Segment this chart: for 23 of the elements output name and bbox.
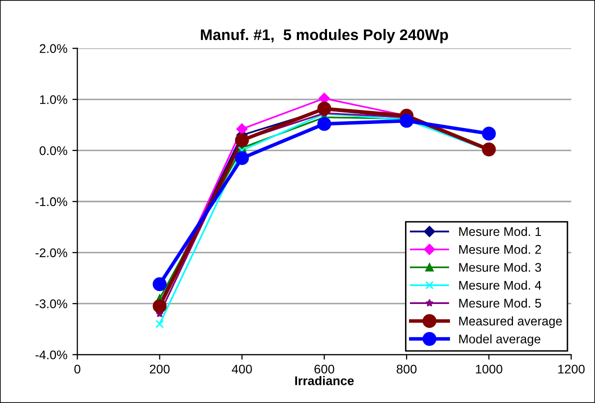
y-tick-label: 0.0% (40, 146, 68, 156)
legend-label: Model average (459, 334, 540, 346)
x-tick-label: 600 (314, 364, 334, 374)
y-tick-label: -3.0% (36, 299, 68, 308)
y-tick-label: -2.0% (36, 248, 68, 258)
x-tick-label: 1200 (558, 364, 585, 374)
legend-label: Mesure Mod. 1 (459, 226, 541, 236)
legend-label: Mesure Mod. 4 (459, 280, 542, 290)
legend-label: Mesure Mod. 2 (459, 244, 541, 254)
x-tick-label: 400 (232, 364, 252, 374)
x-tick-label: 800 (396, 364, 417, 374)
y-tick-label: -1.0% (36, 197, 68, 206)
x-tick-label: 1000 (476, 364, 502, 374)
y-tick-label: -4.0% (36, 350, 68, 360)
legend-label: Measured average (459, 316, 562, 328)
x-tick-label: 0 (74, 364, 80, 374)
legend-label: Mesure Mod. 5 (459, 298, 542, 308)
y-tick-label: 1.0% (40, 95, 68, 104)
y-tick-label: 2.0% (40, 44, 68, 54)
chart-title: Manuf. #1, 5 modules Poly 240Wp (200, 28, 448, 44)
x-tick-label: 200 (150, 364, 170, 374)
x-axis-title: Irradiance (295, 376, 354, 386)
legend-label: Mesure Mod. 3 (459, 262, 542, 272)
